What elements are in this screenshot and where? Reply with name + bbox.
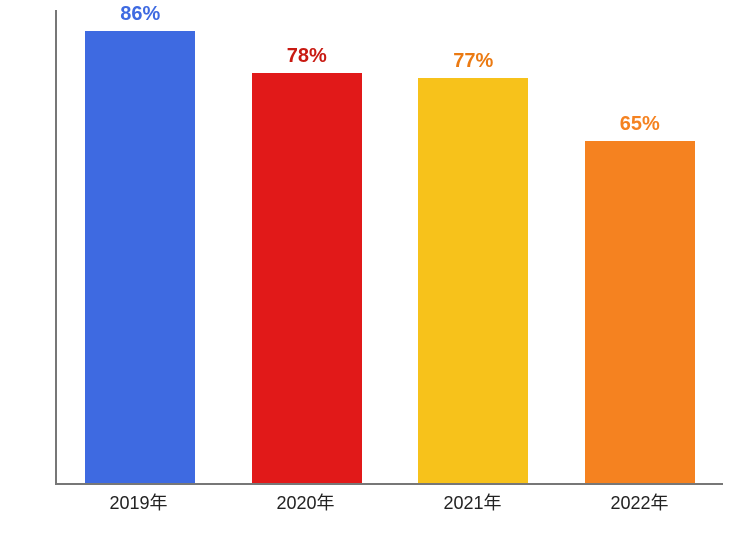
x-tick-label: 2020年: [222, 489, 389, 515]
x-tick-label: 2021年: [389, 489, 556, 515]
bar: 86%: [85, 31, 195, 483]
plot-area: 86% 78% 77% 65%: [55, 10, 723, 485]
bar: 65%: [585, 141, 695, 483]
bar: 78%: [252, 73, 362, 483]
bar-value-label: 86%: [120, 3, 160, 26]
bar-chart: 86% 78% 77% 65% 2019年 2020年 2021年: [0, 0, 753, 533]
bar-slot: 86%: [57, 10, 224, 483]
bar-value-label: 78%: [287, 45, 327, 68]
bar-value-label: 65%: [620, 113, 660, 136]
x-tick-label: 2019年: [55, 489, 222, 515]
bar-value-label: 77%: [453, 50, 493, 73]
bar: 77%: [418, 78, 528, 483]
bars-container: 86% 78% 77% 65%: [57, 10, 723, 483]
x-axis: 2019年 2020年 2021年 2022年: [55, 489, 723, 515]
bar-slot: 78%: [224, 10, 391, 483]
x-tick-label: 2022年: [556, 489, 723, 515]
bar-slot: 65%: [557, 10, 724, 483]
bar-slot: 77%: [390, 10, 557, 483]
